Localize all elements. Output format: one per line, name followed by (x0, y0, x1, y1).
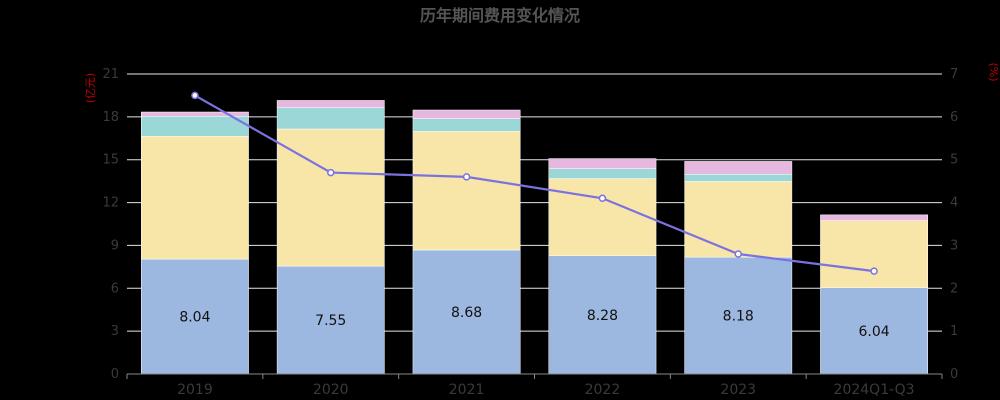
bar-segment (548, 168, 657, 179)
x-category-label: 2022 (585, 382, 621, 398)
left-tick-label: 18 (102, 110, 119, 125)
bar-segment (412, 131, 521, 251)
right-tick-label: 5 (950, 153, 958, 168)
right-tick-label: 7 (950, 67, 958, 82)
bar-data-label: 7.55 (315, 313, 346, 329)
left-tick-label: 12 (102, 196, 119, 211)
x-category-label: 2019 (177, 382, 213, 398)
bar-segment (548, 255, 657, 375)
chart-title: 历年期间费用变化情况 (420, 6, 580, 25)
bar-segment (684, 174, 793, 182)
left-axis-unit: (亿元) (84, 73, 97, 104)
ratio-line (194, 94, 875, 273)
x-category-label: 2021 (449, 382, 485, 398)
bar-segment (684, 256, 793, 375)
left-tick-label: 3 (111, 324, 119, 339)
left-tick-label: 6 (111, 281, 119, 296)
x-category-label: 2023 (720, 382, 756, 398)
grid-lines (127, 73, 942, 332)
left-axis-ticks: 0 3 6 9 12 15 18 21 (102, 67, 119, 382)
bar-segment (276, 128, 385, 267)
bar-segment (820, 287, 928, 375)
bar-segment (141, 111, 249, 117)
bar-segment (684, 161, 793, 175)
bar-segment (820, 214, 928, 221)
bar-data-label: 8.04 (179, 310, 210, 326)
bar-segment (684, 181, 793, 258)
left-tick-label: 15 (102, 153, 119, 168)
bar-data-label: 8.18 (723, 309, 754, 325)
bar-data-label: 6.04 (858, 324, 889, 340)
bar-segment (412, 118, 521, 132)
line-point (327, 168, 335, 177)
bar-segment (276, 265, 385, 375)
right-tick-label: 1 (950, 324, 958, 339)
bar-data-label: 8.68 (451, 305, 482, 321)
bar-data-labels: 8.04 7.55 8.68 8.28 8.18 6.04 (179, 305, 889, 340)
x-category-label: 2020 (313, 382, 349, 398)
bar-segment (548, 178, 657, 256)
x-axis: 2019 2020 2021 2022 2023 2024Q1-Q3 (126, 373, 943, 398)
left-tick-label: 0 (111, 367, 119, 382)
left-tick-label: 21 (102, 67, 119, 82)
right-tick-label: 0 (950, 367, 958, 382)
bar-segment (820, 220, 928, 288)
right-tick-label: 6 (950, 110, 958, 125)
bar-segment (141, 136, 249, 260)
right-tick-label: 3 (950, 238, 958, 253)
bar-segment (276, 100, 385, 108)
left-tick-label: 9 (111, 238, 119, 253)
line-point (191, 91, 199, 100)
right-axis-ticks: 0 1 2 3 4 5 6 7 (950, 67, 958, 382)
bar-segment (141, 116, 249, 137)
right-tick-label: 4 (950, 196, 958, 211)
line-point (462, 173, 471, 181)
right-tick-label: 2 (950, 281, 958, 296)
line-point (734, 250, 742, 258)
bar-series (141, 100, 928, 375)
line-point (598, 194, 607, 203)
bar-segment (412, 249, 521, 375)
line-point (870, 267, 878, 275)
x-category-label: 2024Q1-Q3 (834, 382, 915, 398)
bar-segment (548, 158, 657, 169)
right-axis-unit: (%) (987, 62, 1000, 81)
bar-data-label: 8.28 (587, 308, 618, 324)
bar-segment (276, 107, 385, 130)
ratio-line-series (191, 91, 878, 275)
bar-segment (412, 109, 521, 119)
